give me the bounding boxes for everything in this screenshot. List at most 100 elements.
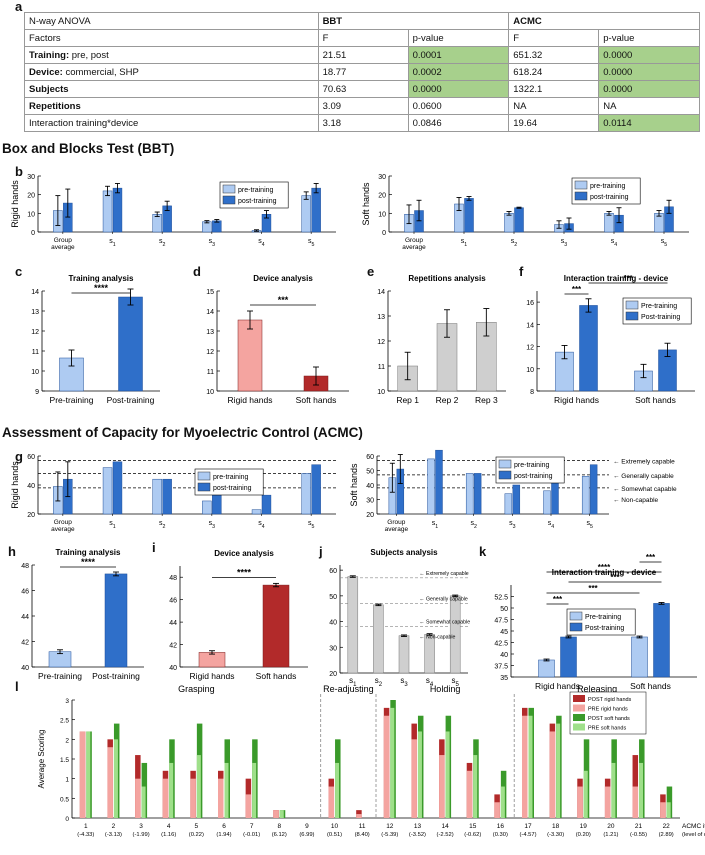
x-tick-difficulty: (1.16) — [161, 832, 176, 838]
y-tick-label: 44 — [169, 620, 177, 627]
bar — [579, 305, 598, 392]
bar — [107, 747, 113, 818]
chart-f: 8 10 12 14 16 Interaction training - device Ri… — [526, 274, 695, 405]
y-tick-label: 11 — [207, 369, 214, 376]
table-row: Repetitions 3.09 0.0600 NA NA — [24, 97, 700, 115]
y-tick-label: 14 — [526, 322, 534, 329]
bar — [556, 723, 561, 818]
x-tick-label: s2 — [159, 238, 166, 248]
section-title-acmc: Assessment of Capacity for Myoelectric C… — [2, 425, 363, 440]
x-tick-label: 4 — [167, 823, 171, 830]
bar — [632, 755, 639, 818]
y-tick-label: 14 — [377, 289, 385, 296]
x-tick-label: s5 — [452, 676, 460, 688]
chart-i: 40 42 44 46 48 Device analysis Rigid hands Soft… — [169, 549, 308, 681]
bar — [514, 207, 524, 233]
bar — [112, 461, 123, 515]
panel-label-g: g — [15, 449, 23, 464]
y-tick-label: 42.5 — [494, 641, 508, 648]
significance-stars: **** — [237, 567, 252, 577]
factor-cell: Subjects — [24, 80, 319, 98]
panel-label-l: l — [15, 679, 19, 694]
x-tick-label: Post-training — [107, 395, 155, 405]
x-tick-label: 19 — [580, 823, 588, 830]
group-label: Grasping — [178, 684, 215, 694]
legend-label: post-training — [590, 194, 629, 201]
bbt-p-cell: 0.0002 — [407, 63, 510, 81]
x-tick-label: Rep 3 — [475, 395, 498, 405]
bar — [660, 802, 666, 818]
legend-label: PRE soft hands — [588, 726, 626, 732]
bar — [141, 786, 146, 818]
bar — [435, 449, 443, 515]
bar — [383, 715, 390, 818]
y-tick-label: 48 — [21, 563, 29, 570]
y-tick-label: 47.5 — [494, 618, 508, 625]
x-tick-label: average — [385, 526, 409, 533]
significance-stars: *** — [588, 584, 598, 593]
x-tick-label: 16 — [497, 823, 505, 830]
legend-label: pre-training — [213, 474, 249, 481]
y-tick-label: 40 — [21, 665, 29, 672]
bar — [398, 635, 410, 674]
table-row: Device: commercial, SHP 18.77 0.0002 618.24… — [24, 63, 700, 81]
y-tick-label: 37.5 — [494, 664, 508, 671]
chart-title: Interaction training - device — [564, 274, 669, 283]
x-tick-label: average — [51, 526, 75, 533]
x-tick-difficulty: (-0.55) — [630, 832, 647, 838]
factor-cell: Training: pre, post — [24, 46, 319, 64]
y-tick-label: 10 — [526, 367, 534, 374]
y-tick-label: 60 — [366, 454, 374, 461]
group-bbt: BBT — [317, 12, 510, 30]
x-tick-difficulty: (-3.30) — [547, 832, 564, 838]
x-tick-label: 2 — [112, 823, 116, 830]
y-tick-label: 44 — [21, 614, 29, 621]
x-tick-label: average — [51, 244, 75, 251]
bbt-p-cell: 0.0001 — [407, 46, 510, 64]
bar — [135, 778, 141, 818]
bar — [356, 814, 362, 818]
bar — [439, 755, 445, 818]
x-tick-difficulty: (0.30) — [493, 832, 508, 838]
factor-name: Subjects — [29, 83, 69, 95]
legend-swatch — [574, 180, 588, 190]
x-tick-difficulty: (-3.13) — [105, 832, 122, 838]
bar — [279, 810, 284, 818]
x-tick-label: 5 — [195, 823, 199, 830]
legend-label: post-training — [213, 485, 252, 492]
bar — [212, 494, 222, 515]
y-tick-label: 50 — [329, 594, 337, 601]
bbt-f-cell: 3.18 — [317, 114, 409, 132]
threshold-label: ← Generally capable — [419, 597, 468, 603]
y-tick-label: 10 — [27, 211, 35, 218]
y-tick-label: 20 — [378, 193, 386, 200]
x-tick-label: 1 — [84, 823, 88, 830]
bar — [504, 493, 513, 515]
y-tick-label: 0 — [65, 816, 69, 823]
bar — [251, 509, 262, 515]
legend-swatch — [498, 470, 512, 480]
x-tick-label: s3 — [209, 238, 216, 248]
table-row: Subjects 70.63 0.0000 1322.1 0.0000 — [24, 80, 700, 98]
y-tick-label: 2 — [65, 737, 69, 744]
y-tick-label: 10 — [377, 389, 385, 396]
acmc-f-cell: NA — [508, 97, 600, 115]
x-tick-label: Rigid hands — [535, 681, 580, 691]
x-tick-difficulty: (0.20) — [576, 832, 591, 838]
threshold-label: ← Generally capable — [613, 473, 674, 480]
x-tick-label: 17 — [524, 823, 532, 830]
x-tick-label: 22 — [663, 823, 671, 830]
chart-title: Repetitions analysis — [408, 274, 486, 283]
bar — [666, 802, 671, 818]
x-tick-label: s3 — [400, 676, 408, 688]
x-tick-label: Rigid hands — [228, 395, 273, 405]
group-label: Releasing — [577, 684, 617, 694]
panel-label-f: f — [519, 264, 524, 279]
x-tick-label: Pre-training — [38, 671, 82, 681]
bar — [538, 659, 555, 678]
chart-j: 20 30 40 50 60 Subjects analysis s1 s2 s3 s4 s5 ← E… — [329, 548, 470, 688]
factor-name: Device: — [29, 66, 63, 78]
x-tick-label: s2 — [470, 520, 477, 530]
bar — [102, 467, 113, 515]
